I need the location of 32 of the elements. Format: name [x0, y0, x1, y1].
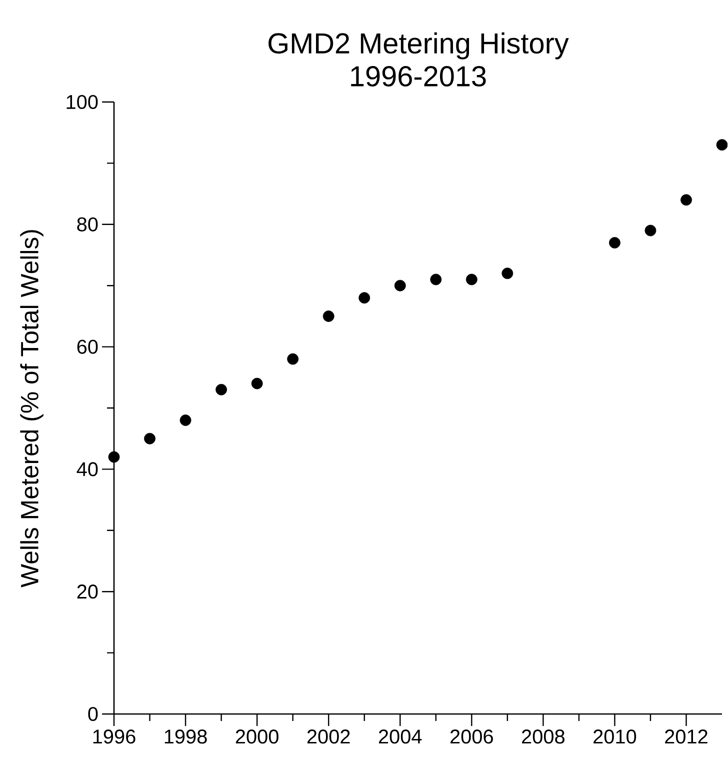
point: [645, 224, 656, 236]
point: [609, 237, 621, 248]
point: [466, 274, 478, 286]
point: [394, 280, 406, 292]
point: [323, 310, 335, 322]
x-tick-label: 2008: [522, 730, 565, 744]
point: [180, 414, 192, 426]
x-tick-label: 2006: [450, 730, 494, 744]
x-tick-label: 2000: [236, 730, 279, 744]
x-tick-label: 2002: [308, 730, 350, 744]
x-tick-label: 2012: [665, 730, 708, 744]
y-tick-label: 40: [77, 462, 98, 476]
y-tick-label: 80: [77, 217, 98, 232]
x-tick-label: 2010: [594, 730, 636, 744]
point: [680, 194, 692, 206]
point: [252, 378, 264, 390]
point: [502, 268, 514, 280]
point: [216, 384, 228, 396]
point: [144, 432, 156, 444]
y-tick-label: 100: [67, 94, 98, 110]
y-tick-label: 20: [78, 584, 98, 599]
y-axis-title: Wells Metered (% of Total Wells): [20, 230, 44, 588]
y-tick-label: 60: [78, 340, 98, 354]
point: [108, 451, 120, 463]
x-tick-label: 1996: [94, 730, 136, 744]
x-tick-label: 1998: [165, 730, 208, 744]
y-tick-label: 0: [88, 706, 98, 722]
x-tick-label: 2004: [379, 730, 422, 744]
point: [430, 274, 442, 286]
point: [358, 292, 370, 304]
chart-title: GMD2 Metering History 1996-2013: [268, 32, 570, 86]
point: [287, 353, 299, 365]
